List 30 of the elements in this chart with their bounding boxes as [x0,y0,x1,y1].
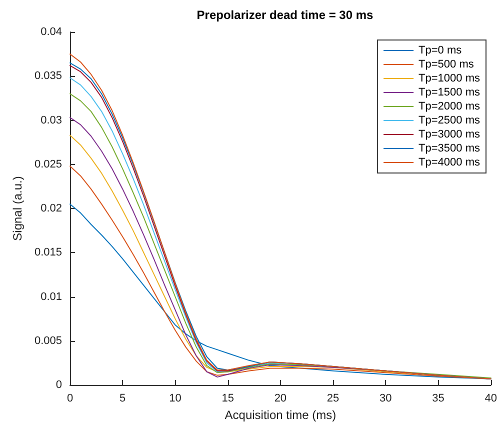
legend-label: Tp=4000 ms [418,156,480,168]
y-tick-label: 0.035 [34,70,62,82]
legend-label: Tp=2500 ms [418,114,480,126]
legend-label: Tp=500 ms [418,58,474,70]
y-tick-label: 0.02 [40,202,62,214]
y-tick-label: 0.025 [34,158,62,170]
y-tick-label: 0.005 [34,334,62,347]
x-tick-label: 40 [484,392,498,404]
legend-label: Tp=1000 ms [418,72,480,84]
x-tick-label: 35 [432,392,444,404]
x-tick-label: 5 [120,392,126,404]
x-tick-label: 10 [169,392,182,404]
x-tick-label: 0 [66,392,74,404]
x-axis-title: Acquisition time (ms) [224,408,336,422]
x-tick-label: 20 [274,392,287,404]
y-tick-label: 0.01 [40,290,62,303]
y-tick-label: 0.03 [40,114,62,126]
x-tick-label: 15 [222,392,234,404]
chart-title: Prepolarizer dead time = 30 ms [196,8,374,22]
y-tick-label: 0 [56,379,62,391]
legend-label: Tp=0 ms [418,44,462,56]
y-tick-label: 0.015 [34,246,62,259]
legend-label: Tp=3500 ms [418,142,480,154]
legend-label: Tp=3000 ms [418,128,480,140]
legend-label: Tp=1500 ms [418,86,480,98]
y-tick-label: 0.04 [40,26,62,38]
x-tick-label: 30 [380,392,392,404]
legend-label: Tp=2000 ms [418,100,480,112]
x-tick-label: 25 [326,392,340,404]
y-axis-title: Signal (a.u.) [10,176,25,241]
